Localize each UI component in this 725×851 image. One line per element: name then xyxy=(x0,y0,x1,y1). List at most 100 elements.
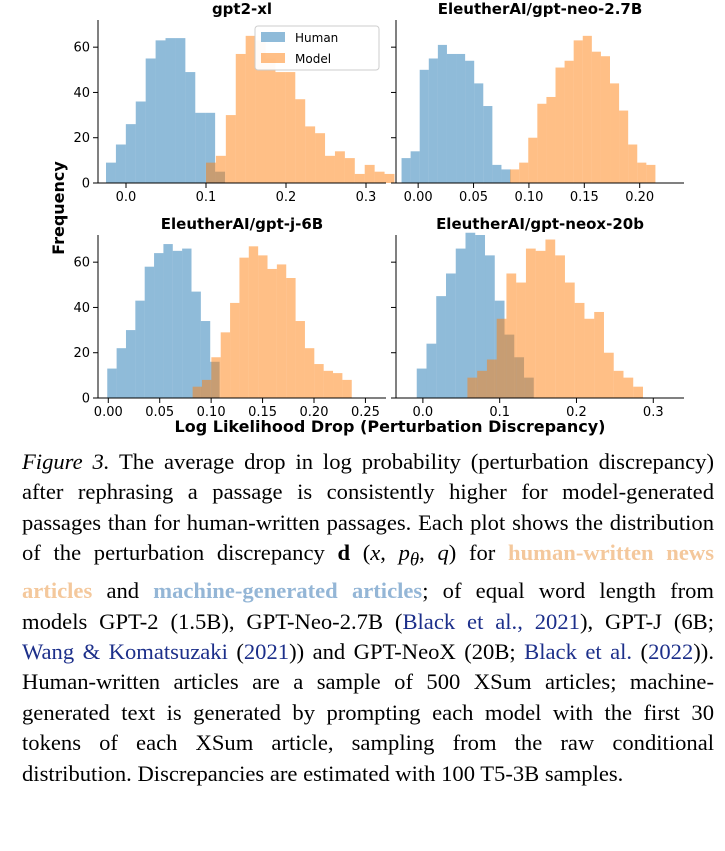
model-bar xyxy=(555,255,565,399)
citation-link[interactable]: Black et al. xyxy=(524,638,633,664)
panel-title: gpt2-xl xyxy=(212,0,272,18)
model-bar xyxy=(564,282,575,398)
y-axis-label: Frequency xyxy=(49,161,68,255)
model-bar xyxy=(384,173,395,183)
panel-title: EleutherAI/gpt-j-6B xyxy=(161,215,323,233)
human-bar xyxy=(163,244,173,398)
caption-text: for xyxy=(456,540,508,566)
model-bar xyxy=(333,373,343,398)
model-bar xyxy=(342,379,352,398)
model-bar xyxy=(600,56,610,183)
x-tick-label: 0.05 xyxy=(459,190,488,205)
x-tick-label: 0.00 xyxy=(404,190,433,205)
x-tick-label: 0.2 xyxy=(566,405,587,420)
model-bar xyxy=(235,53,246,184)
model-bar xyxy=(477,370,487,398)
panel-4: 0.0 0.1 0.2 0.3 EleutherAI/gpt-neox-20b xyxy=(391,215,684,420)
human-bar xyxy=(401,158,411,183)
human-bar xyxy=(465,232,476,398)
human-bar xyxy=(182,248,192,398)
human-bar xyxy=(501,169,511,183)
human-bar xyxy=(436,296,446,399)
model-bar xyxy=(265,58,276,183)
x-tick-label: 0.10 xyxy=(197,405,226,420)
x-tick-label: 0.25 xyxy=(351,405,380,420)
caption-text: and xyxy=(92,578,154,604)
panel-title: EleutherAI/gpt-neox-20b xyxy=(436,215,644,233)
human-bar xyxy=(185,72,196,183)
human-bar xyxy=(165,38,176,183)
citation-link[interactable]: 2022 xyxy=(648,638,694,664)
model-bar xyxy=(637,162,647,184)
model-bar xyxy=(623,377,634,399)
legend: Human Model xyxy=(254,25,380,71)
series-model xyxy=(192,246,352,399)
model-bar xyxy=(535,250,546,398)
human-bar xyxy=(135,101,146,183)
legend-frame xyxy=(254,25,380,71)
model-bar xyxy=(305,126,316,183)
legend-label-model: Model xyxy=(295,52,331,66)
series-model xyxy=(206,35,395,184)
formula-x: x xyxy=(370,540,381,566)
model-bar xyxy=(211,357,221,398)
caption-text: ( xyxy=(632,638,649,664)
model-bar xyxy=(594,311,604,398)
formula-paren: ( xyxy=(350,540,371,566)
model-bar xyxy=(334,151,345,183)
human-bar xyxy=(474,83,484,183)
formula-d: d xyxy=(337,540,351,566)
model-bar xyxy=(245,35,256,183)
model-bar xyxy=(510,169,520,183)
model-bar xyxy=(344,158,355,183)
human-bar xyxy=(485,255,495,399)
model-bar xyxy=(646,164,656,183)
model-bar xyxy=(486,359,497,398)
x-tick-label: 0.00 xyxy=(94,405,123,420)
model-bar xyxy=(225,115,236,183)
model-bar xyxy=(295,99,306,183)
model-bar xyxy=(628,144,638,183)
model-bar xyxy=(519,162,529,184)
x-tick-label: 0.0 xyxy=(116,190,137,205)
caption-label: Figure 3. xyxy=(22,449,110,474)
citation-link[interactable]: Black et al., 2021 xyxy=(402,608,580,634)
citation-link[interactable]: 2021 xyxy=(243,638,290,664)
human-bar xyxy=(446,273,456,398)
human-bar xyxy=(107,368,117,398)
human-bar xyxy=(195,112,206,183)
model-bar xyxy=(574,302,585,398)
model-bar xyxy=(286,278,296,398)
x-axis-label: Log Likelihood Drop (Perturbation Discre… xyxy=(175,417,606,436)
figure-histograms: Frequency Log Likelihood Drop (Perturbat… xyxy=(49,0,684,436)
model-bar xyxy=(276,264,287,398)
model-bar xyxy=(323,370,334,398)
model-bar xyxy=(528,137,538,183)
human-bar xyxy=(475,235,486,398)
model-bar xyxy=(314,364,324,398)
model-bar xyxy=(516,282,526,398)
model-bar xyxy=(364,164,375,183)
model-bar xyxy=(584,318,595,398)
caption-formula: d (x, pθ, q) xyxy=(337,540,457,571)
model-bar xyxy=(496,318,507,398)
x-tick-label: 0.05 xyxy=(145,405,174,420)
legend-swatch-model xyxy=(261,53,285,63)
model-bar xyxy=(325,155,335,183)
citation-link[interactable]: Wang & Komatsuzaki xyxy=(22,638,228,664)
human-bar xyxy=(200,321,211,398)
human-bar xyxy=(205,112,216,183)
caption-text: ; of equal word length from models GPT-2… xyxy=(22,578,715,634)
formula-paren: ) xyxy=(448,540,457,566)
model-bar xyxy=(192,386,202,398)
y-tick-label: 20 xyxy=(73,131,90,146)
x-tick-label: 0.15 xyxy=(570,190,599,205)
panel-title: EleutherAI/gpt-neo-2.7B xyxy=(438,0,643,18)
model-bar xyxy=(573,40,583,184)
caption-text: )) and GPT-NeoX (20B; xyxy=(289,638,525,664)
model-bar xyxy=(525,248,536,398)
formula-comma: , xyxy=(419,540,438,566)
caption-text: ), GPT-J (6B; xyxy=(579,608,714,634)
panel-3: 0.00 0.05 0.10 0.15 0.20 0.25 0 20 40 60 EleutherA… xyxy=(73,215,386,420)
